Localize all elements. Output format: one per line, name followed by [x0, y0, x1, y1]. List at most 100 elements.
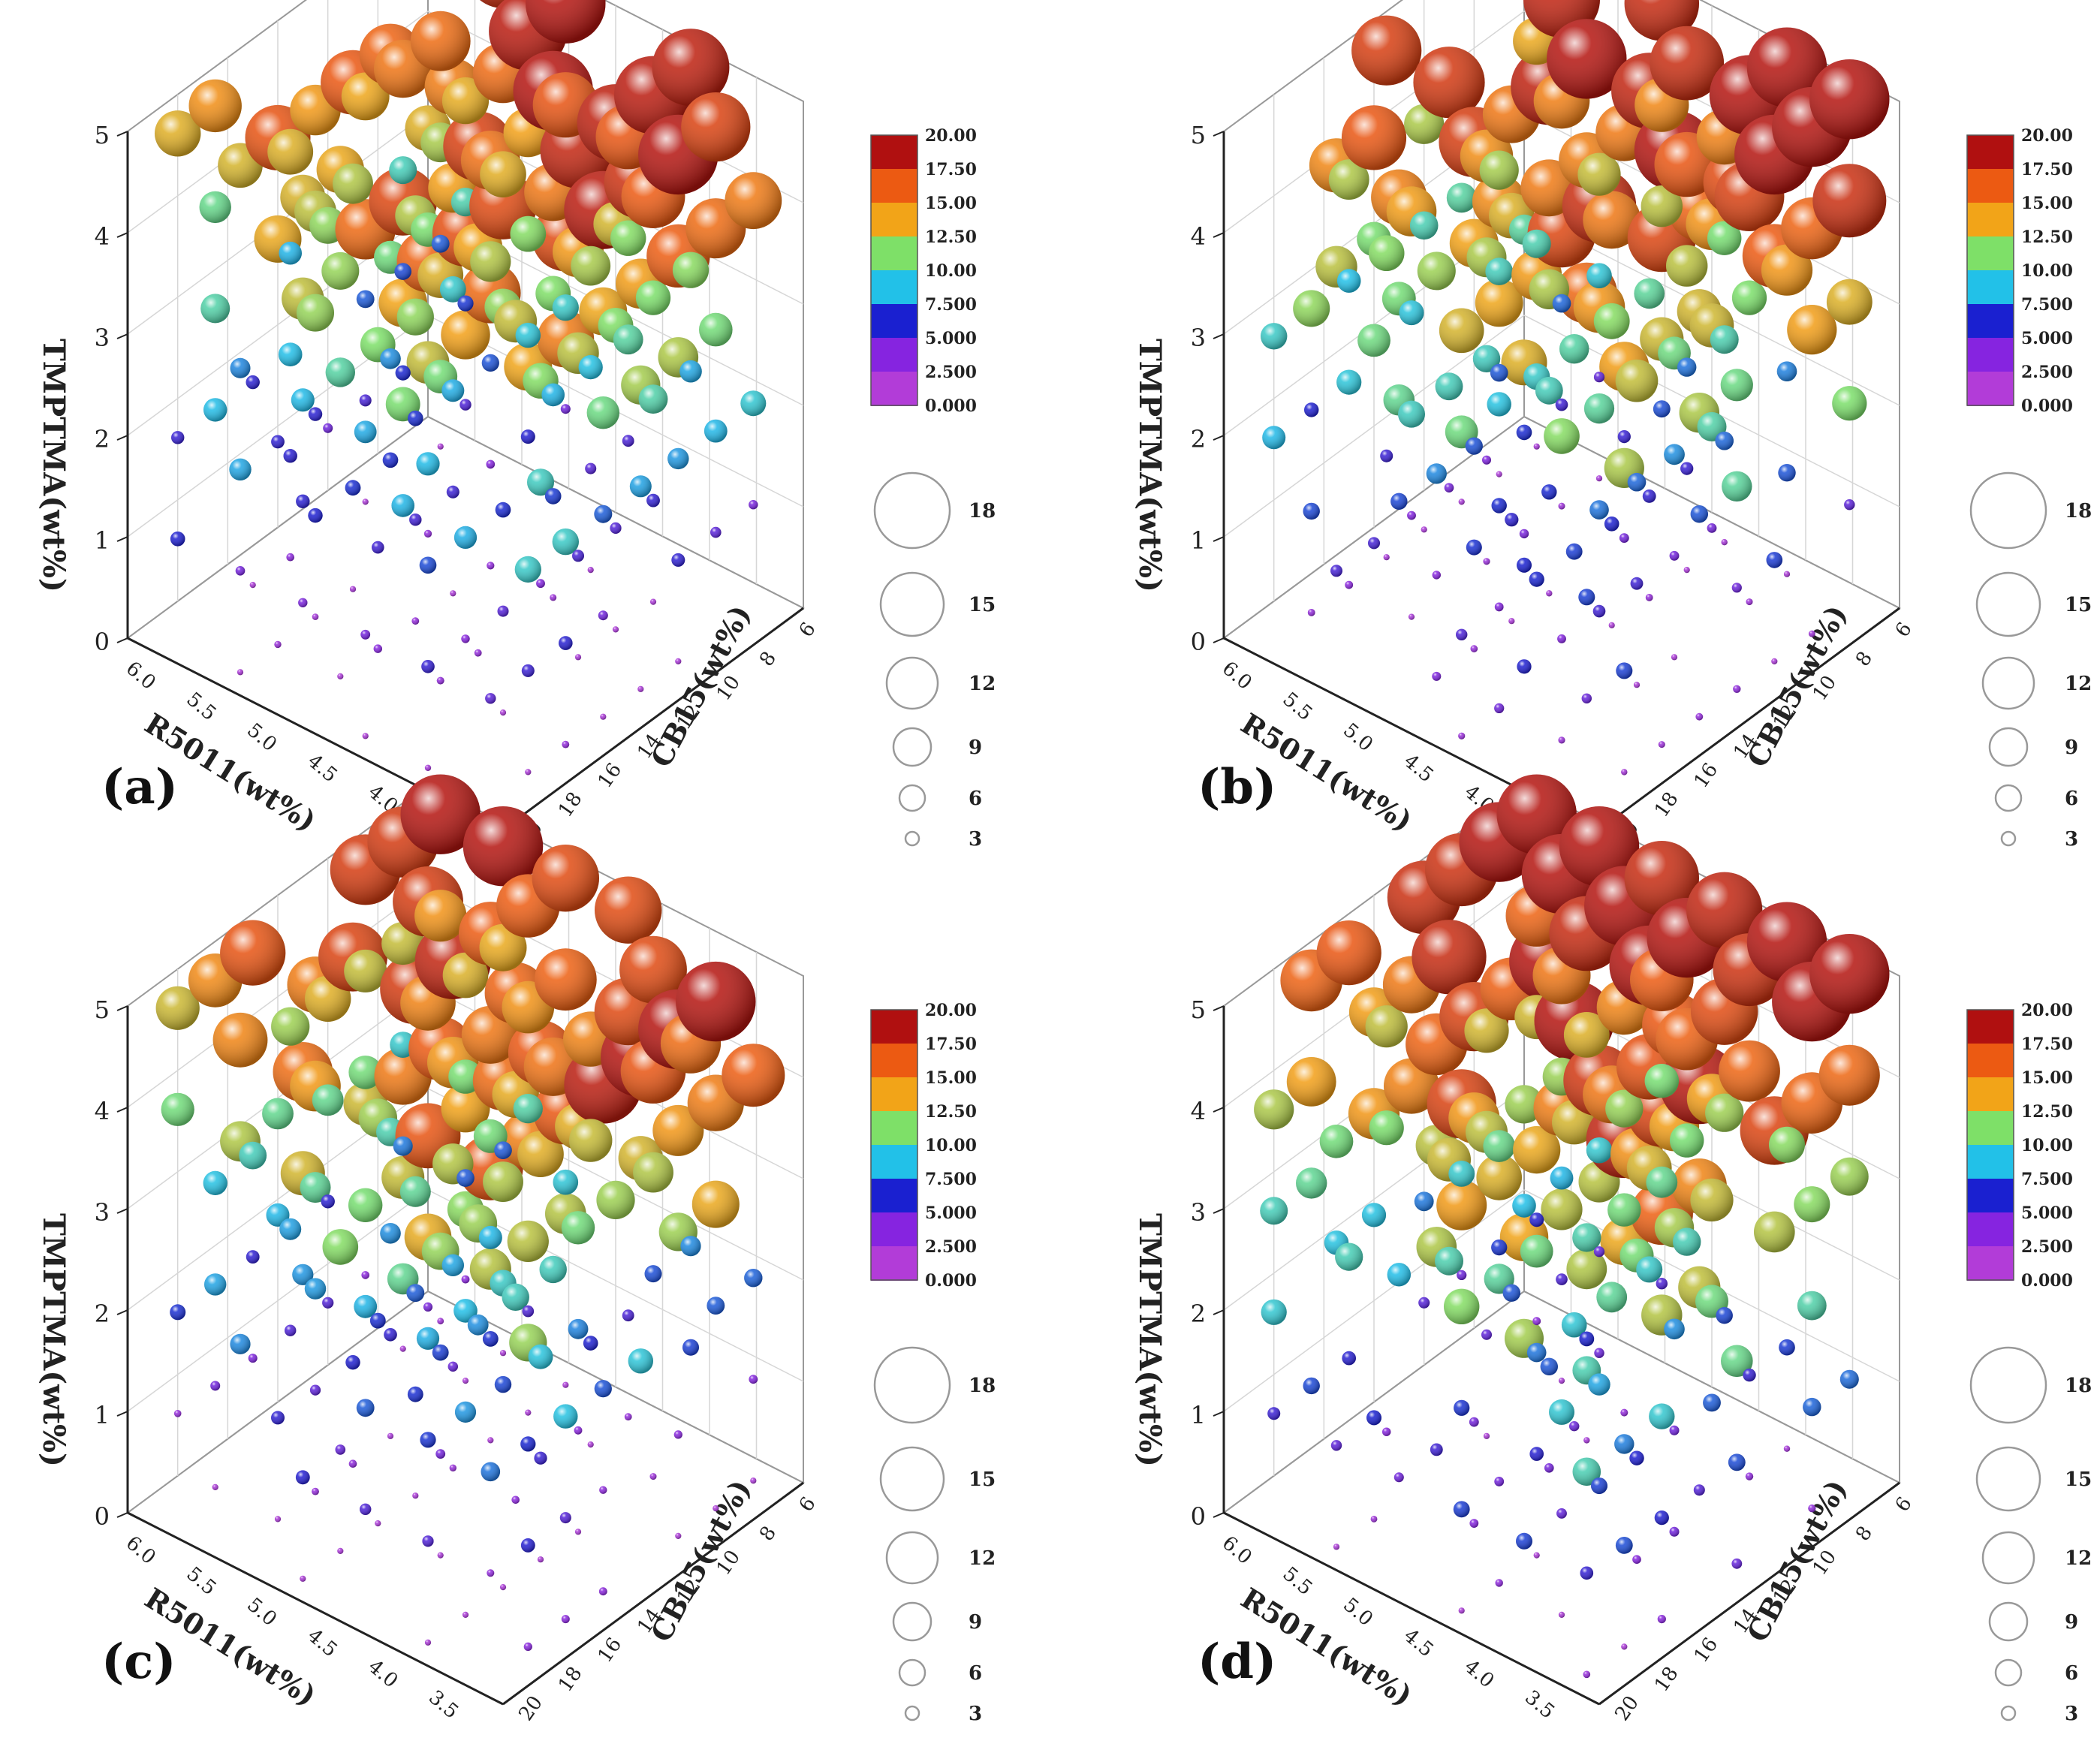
y-tick-label: 6: [795, 619, 821, 642]
data-point: [1583, 393, 1615, 424]
data-point: [391, 494, 414, 517]
colorbar-tick-label: 7.500: [925, 295, 977, 315]
data-point-shade: [155, 986, 200, 1030]
size-legend-circle: [2000, 830, 2017, 847]
data-point-shade: [1472, 345, 1501, 372]
data-point-shade: [1593, 303, 1630, 339]
data-point-shade: [525, 1409, 532, 1416]
data-point-shade: [1641, 185, 1683, 227]
data-point: [285, 1324, 297, 1336]
data-point-shade: [203, 1170, 227, 1195]
z-tick: [1213, 637, 1225, 643]
z-tick-label: 4: [95, 1097, 110, 1125]
data-point: [1529, 1212, 1544, 1227]
data-point: [481, 354, 499, 372]
data-point: [1720, 369, 1753, 402]
data-point: [1483, 558, 1490, 565]
data-point-shade: [704, 419, 728, 443]
data-point: [323, 423, 333, 433]
size-legend-circle: [873, 471, 951, 550]
data-point: [515, 322, 541, 348]
data-point-shade: [441, 77, 490, 125]
colorbar-segment: [1967, 1145, 2014, 1179]
data-point-shade: [344, 949, 387, 992]
data-point: [291, 388, 315, 412]
data-point-shade: [1695, 712, 1704, 721]
data-point: [1351, 15, 1422, 86]
data-point-shade: [515, 322, 541, 348]
data-point: [1771, 658, 1778, 665]
data-point: [1705, 1093, 1744, 1132]
data-point-shade: [1779, 1339, 1795, 1356]
data-point: [1465, 437, 1483, 455]
panel-label: (b): [1198, 759, 1276, 815]
data-point-shade: [1778, 464, 1796, 482]
data-point-shade: [297, 294, 334, 332]
data-point: [298, 598, 308, 607]
colorbar-tick-label: 12.50: [2021, 227, 2073, 247]
data-point: [1517, 659, 1532, 674]
data-point: [246, 1250, 260, 1264]
data-point: [1418, 1297, 1430, 1309]
data-point: [525, 1409, 532, 1416]
z-tick-label: 0: [1191, 628, 1206, 656]
z-tick: [1213, 536, 1225, 542]
data-point-shade: [1731, 583, 1742, 593]
data-point-shade: [237, 669, 244, 676]
data-point-shade: [1720, 369, 1753, 402]
data-point: [1495, 1579, 1503, 1587]
size-legend-label: 9: [969, 736, 982, 759]
data-point-shade: [559, 636, 573, 650]
data-point-shade: [644, 1265, 662, 1283]
data-point-shade: [523, 1642, 532, 1651]
data-point-shade: [348, 1188, 383, 1222]
data-point: [561, 1615, 570, 1624]
data-point: [1686, 872, 1763, 948]
y-tick-label: 8: [755, 1522, 781, 1545]
data-point-shade: [572, 550, 584, 562]
data-point: [1458, 732, 1466, 739]
data-point: [1472, 345, 1501, 372]
data-point: [230, 357, 251, 378]
data-point: [1316, 920, 1381, 986]
data-point: [416, 1327, 440, 1350]
data-point: [382, 452, 399, 468]
data-point-shade: [369, 1312, 386, 1329]
data-point-shade: [300, 1172, 331, 1203]
data-point: [1776, 361, 1797, 382]
data-point-shade: [502, 1283, 529, 1311]
data-point-shade: [691, 1180, 740, 1228]
data-point: [1707, 523, 1717, 533]
data-point-shade: [362, 498, 369, 505]
data-point: [1588, 1373, 1610, 1396]
y-axis-line: [502, 1481, 804, 1706]
data-point-shade: [400, 774, 481, 854]
data-point: [421, 660, 435, 673]
data-point-shade: [155, 110, 201, 157]
data-point-shade: [628, 1348, 653, 1374]
data-point-shade: [1555, 398, 1568, 411]
data-point-shade: [1303, 1377, 1320, 1395]
data-point-shade: [356, 1399, 375, 1417]
data-point-shade: [487, 1437, 494, 1444]
data-point: [1733, 685, 1741, 693]
data-point: [1746, 598, 1753, 606]
data-point: [1513, 1126, 1561, 1174]
data-point: [1535, 376, 1563, 405]
data-point: [359, 394, 372, 407]
data-point: [1566, 1248, 1607, 1290]
data-point-shade: [1335, 1242, 1363, 1271]
data-point: [341, 72, 390, 121]
data-point-shade: [1617, 430, 1631, 444]
data-point: [1482, 455, 1491, 465]
data-point: [461, 634, 470, 643]
data-point-shade: [1342, 1351, 1356, 1366]
data-point-shade: [1541, 1188, 1583, 1230]
data-point-shade: [1591, 1477, 1607, 1495]
data-point-shade: [513, 1094, 543, 1124]
data-point-shade: [652, 29, 730, 107]
data-point: [408, 410, 423, 426]
data-point: [283, 449, 297, 463]
data-point-shade: [610, 220, 646, 256]
data-point: [499, 709, 507, 716]
